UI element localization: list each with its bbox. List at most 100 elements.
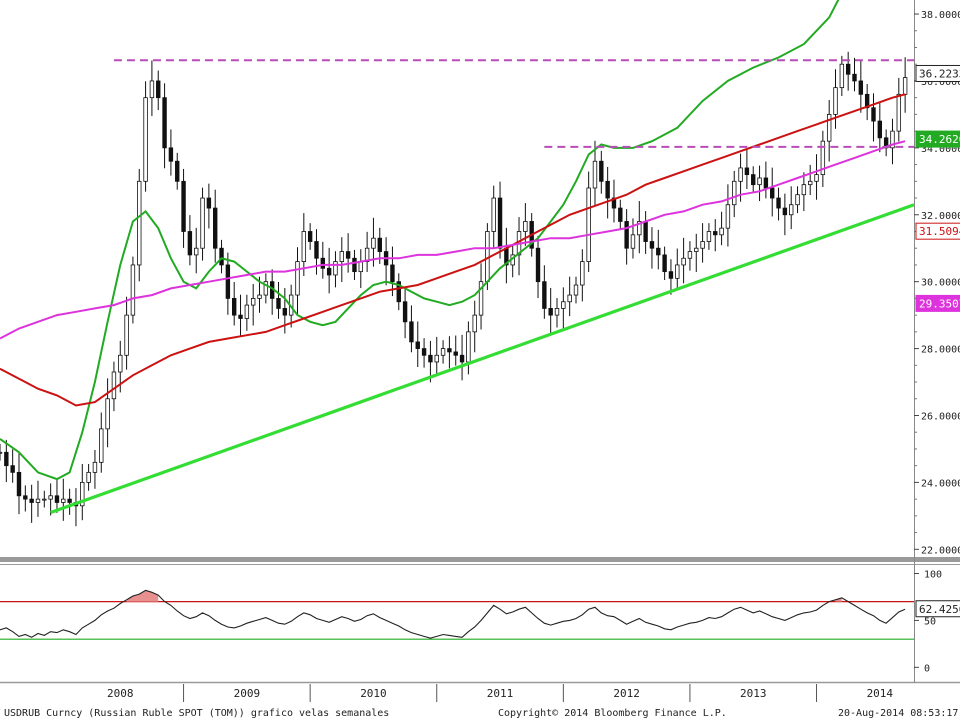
candle-body [250, 297, 256, 306]
footer: USDRUB Curncy (Russian Ruble SPOT (TOM))… [4, 708, 958, 719]
candle-body [377, 237, 382, 252]
candle-body [86, 471, 91, 483]
candle-body [339, 251, 345, 262]
candle-body [162, 97, 167, 149]
candle-body [845, 63, 851, 75]
candle-body [548, 308, 553, 316]
candle-body [662, 254, 667, 273]
candle-body [396, 281, 401, 303]
candle-body [725, 204, 731, 229]
candle-body [358, 261, 363, 273]
x-tick-label: 2013 [740, 687, 767, 700]
candle-body [833, 87, 838, 115]
candle-body [111, 371, 117, 400]
x-tick-label: 2011 [487, 687, 514, 700]
candle-body [864, 93, 870, 109]
support-trendline [50, 203, 915, 515]
candle-body [143, 97, 148, 182]
candle-body [99, 428, 104, 463]
moving-average-line-2 [0, 93, 906, 407]
candle-body [0, 451, 3, 454]
candle-body [219, 247, 224, 266]
candle-body [675, 264, 680, 279]
candle-body [751, 174, 756, 186]
candle-body [187, 231, 193, 256]
x-tick-label: 2010 [360, 687, 387, 700]
candle-body [858, 80, 864, 95]
y-tick-label: 36.0000 [921, 77, 960, 88]
candle-body [807, 180, 813, 186]
candle-body [719, 227, 724, 236]
candle-body [573, 284, 579, 296]
candle-body [877, 120, 883, 139]
price-panel [0, 0, 915, 527]
candle-body [902, 77, 908, 95]
candle-body [200, 197, 205, 249]
candle-body [333, 261, 338, 276]
candle-body [352, 257, 357, 273]
y-tick-label: 34.0000 [921, 144, 960, 155]
candle-body [599, 160, 604, 182]
y-tick-label: 24.0000 [921, 478, 960, 489]
series-value-label-1-box [915, 130, 960, 148]
candle-body [890, 130, 895, 149]
series-value-label-2-box [915, 222, 960, 240]
candle-body [371, 237, 376, 249]
candlesticks [0, 51, 908, 527]
candle-body [156, 80, 161, 99]
candle-body [789, 204, 794, 216]
candle-body [295, 261, 300, 296]
candle-body [535, 247, 541, 283]
y-tick-label: 26.0000 [921, 411, 960, 422]
candle-body [54, 495, 60, 503]
candle-body [194, 247, 199, 256]
series-value-label-1: 34.2620 [919, 133, 960, 146]
timestamp-text: 20-Aug-2014 08:53:17 [838, 708, 958, 719]
candle-body [466, 331, 471, 363]
candle-body [16, 471, 22, 497]
candle-body [618, 207, 623, 222]
candle-body [326, 267, 332, 276]
copyright-text: Copyright© 2014 Bloomberg Finance L.P. [498, 708, 727, 719]
moving-average-line-1 [0, 0, 840, 481]
x-tick-label: 2009 [234, 687, 261, 700]
candle-body [770, 187, 775, 199]
candle-body [814, 174, 819, 182]
series-value-label-2: 31.5094 [919, 225, 960, 238]
x-tick-label: 2012 [613, 687, 640, 700]
rsi-last-value-label: 62.4256 [919, 603, 960, 616]
candle-body [244, 304, 250, 319]
candle-body [776, 197, 781, 209]
candle-body [782, 207, 788, 216]
candle-body [883, 137, 889, 149]
candle-body [852, 73, 857, 82]
candle-body [231, 297, 237, 316]
candle-body [820, 140, 826, 176]
last-price-label-box [915, 64, 960, 82]
candle-body [871, 107, 876, 122]
rsi-overbought-fill [126, 590, 159, 602]
candle-body [649, 241, 655, 249]
candle-body [757, 177, 762, 186]
candle-body [4, 451, 9, 467]
rsi-tick-label: 0 [924, 663, 930, 674]
candle-body [656, 247, 661, 256]
candle-body [586, 187, 591, 262]
candle-body [440, 348, 446, 356]
candle-body [263, 281, 269, 296]
candle-body [402, 301, 408, 323]
candle-body [206, 197, 212, 209]
candle-body [732, 180, 737, 206]
candle-body [605, 180, 610, 199]
candle-body [763, 177, 769, 189]
candle-body [118, 354, 123, 373]
y-tick-label: 28.0000 [921, 345, 960, 356]
candle-body [29, 498, 34, 503]
y-tick-label: 32.0000 [921, 211, 960, 222]
candle-body [225, 264, 231, 299]
candle-body [415, 341, 420, 349]
candle-body [611, 197, 617, 209]
candle-body [428, 354, 433, 363]
series-value-label-3: 29.3507 [919, 297, 960, 310]
